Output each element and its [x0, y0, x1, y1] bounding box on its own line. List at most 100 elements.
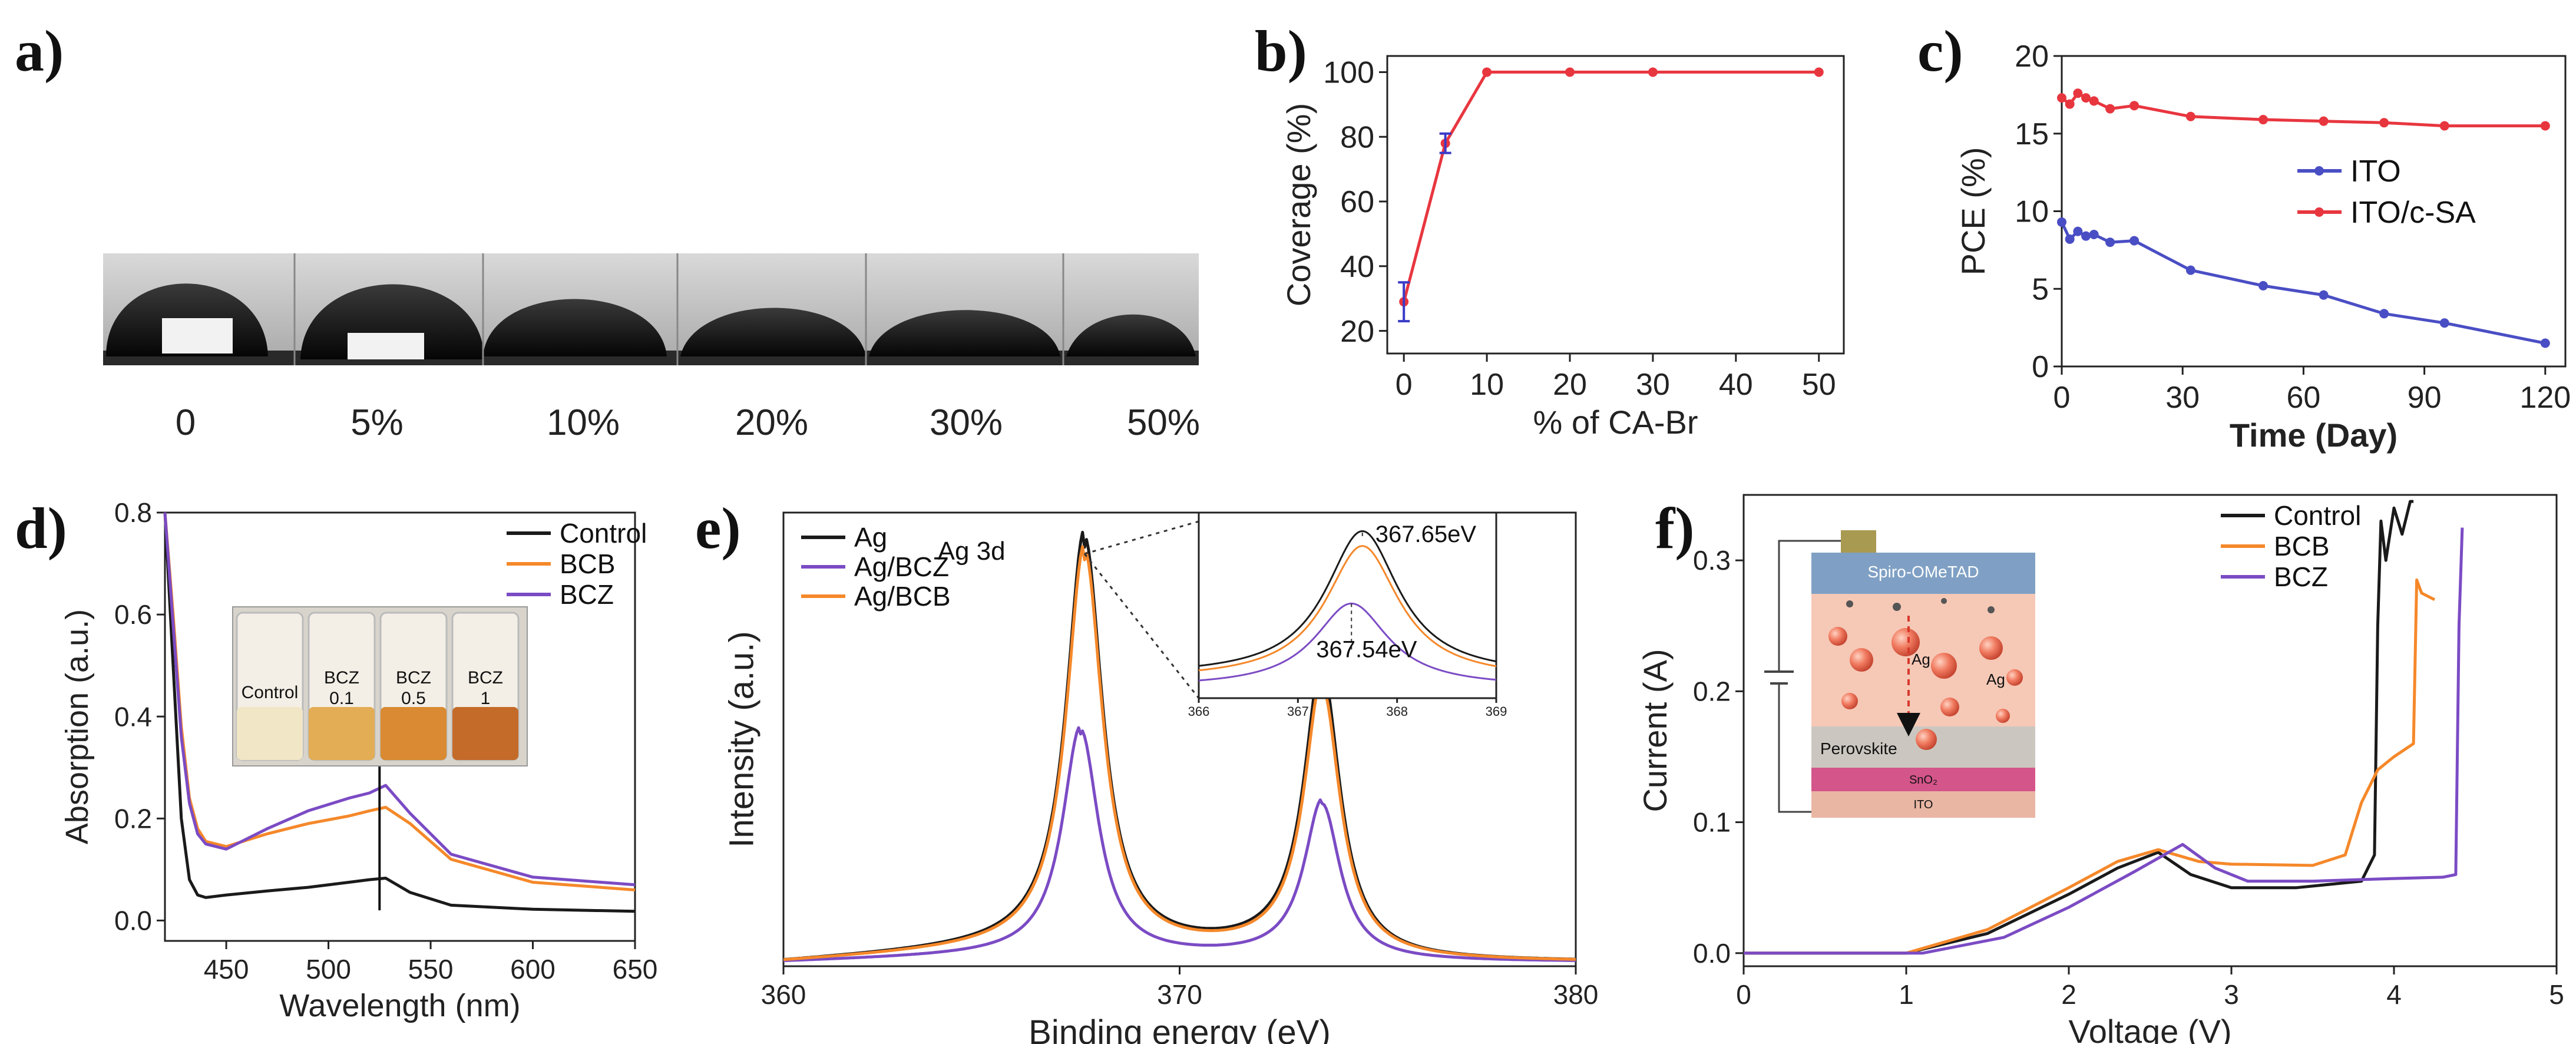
y-tick-label: 10 — [2015, 195, 2049, 229]
y-tick-label: 0.6 — [114, 599, 152, 630]
schematic-label-ito: ITO — [1914, 798, 1933, 811]
legend-label: BCB — [2274, 531, 2330, 561]
legend-label: Ag/BCZ — [854, 551, 949, 582]
y-axis-label: Current (A) — [1636, 649, 1674, 812]
data-point — [2379, 309, 2389, 319]
x-tick-label: 0 — [1736, 979, 1751, 1010]
chart-xps: 360 370 380 Binding energy (eV) Intensity (a… — [722, 511, 1598, 1044]
x-axis-label: Binding energy (eV) — [1029, 1013, 1331, 1044]
data-point — [2540, 338, 2550, 348]
x-tick-label: 120 — [2519, 381, 2571, 415]
data-point — [2057, 93, 2066, 103]
x-tick-label: 2 — [2061, 979, 2076, 1010]
inset-connector — [1084, 520, 1199, 555]
x-tick-label: 0 — [1396, 368, 1413, 402]
chart-coverage: 0 10 20 30 40 50 20 40 60 80 100 % of CA-Br Coverage… — [1280, 55, 1845, 441]
vial-label-bcz-1-conc: 1 — [481, 689, 491, 708]
x-tick-label: 3 — [2224, 979, 2239, 1010]
y-tick-label: 0.3 — [1693, 545, 1731, 576]
schematic-label-ag-1: Ag — [1912, 650, 1930, 668]
y-tick-label: 40 — [1340, 250, 1374, 284]
schematic-label-perovskite: Perovskite — [1820, 739, 1897, 758]
ag-particle — [1979, 636, 2003, 660]
plot-frame — [1386, 55, 1845, 355]
legend-marker — [2314, 207, 2324, 217]
panel-label-d: d) — [15, 495, 67, 561]
x-tick-label: 90 — [2408, 381, 2442, 415]
data-point — [2540, 121, 2550, 131]
series-line-bcz — [1744, 527, 2464, 955]
droplet-30 — [869, 310, 1060, 356]
droplet-50 — [1066, 314, 1196, 356]
ag-particle — [1892, 628, 1920, 656]
vial-photo-inset: Control BCZ 0.1 BCZ 0.5 BCZ 1 — [232, 606, 528, 767]
series-line-ag-bcb — [1198, 545, 1497, 672]
panel-label-c: c) — [1917, 18, 1963, 84]
photo-label-5: 5% — [350, 402, 404, 443]
series-line-bcb — [1744, 578, 2436, 955]
data-point — [2258, 115, 2268, 125]
data-point — [2129, 101, 2139, 111]
series-line-ag-bcz — [783, 726, 1576, 962]
y-tick-label: 0.0 — [1693, 938, 1731, 969]
x-tick-label: 40 — [1719, 368, 1753, 402]
y-axis-label: PCE (%) — [1955, 147, 1992, 276]
y-tick-label: 20 — [1340, 315, 1374, 349]
chart-absorption: 450 500 550 600 650 0.0 0.2 0.4 0.6 0.8 Wavelength… — [59, 497, 657, 1023]
x-tick-label: 0 — [2053, 381, 2071, 415]
x-tick-label: 60 — [2286, 381, 2320, 415]
y-tick-label: 0.0 — [114, 905, 152, 936]
schematic-label-spiro: Spiro-OMeTAD — [1867, 563, 1979, 581]
y-tick-label: 60 — [1340, 185, 1374, 219]
legend-label: BCB — [560, 549, 616, 579]
device-schematic-inset: Spiro-OMeTAD Perovskite SnO₂ ITO Ag Ag — [1764, 530, 2035, 818]
x-tick-label: 650 — [613, 954, 658, 984]
ag-particle — [1996, 709, 2010, 723]
data-point — [2065, 234, 2075, 244]
y-tick-label: 0.2 — [114, 803, 152, 834]
droplet-10 — [483, 299, 667, 356]
ag-particle — [1850, 648, 1873, 672]
data-point — [2105, 237, 2115, 247]
data-point — [2065, 99, 2075, 109]
data-point — [2185, 111, 2195, 121]
panel-label-b: b) — [1255, 18, 1307, 84]
y-tick-label: 15 — [2015, 117, 2049, 151]
x-axis-label: % of CA-Br — [1533, 404, 1698, 441]
series-line-control — [163, 512, 636, 913]
y-tick-label: 80 — [1340, 120, 1374, 154]
y-axis-label: Coverage (%) — [1280, 103, 1317, 306]
series-line-ag-bcb — [783, 545, 1576, 962]
y-tick-label: 20 — [2015, 39, 2049, 74]
data-point — [2081, 93, 2091, 103]
x-tick-label: 10 — [1470, 368, 1504, 402]
photo-label-50: 50% — [1127, 402, 1200, 443]
data-point — [2439, 121, 2449, 131]
x-tick-label: 370 — [1157, 979, 1202, 1010]
contact-angle-photo-strip: 0 5% 10% 20% 30% 50% — [103, 253, 1200, 443]
x-tick-label: 600 — [510, 954, 555, 984]
panel-label-e: e) — [695, 495, 741, 561]
data-point — [2081, 231, 2091, 241]
x-tick-label: 550 — [408, 954, 454, 984]
data-point — [2129, 236, 2139, 246]
ag-particle — [2006, 669, 2023, 686]
inset-connector — [1083, 553, 1200, 699]
series-line-bcz — [163, 512, 636, 887]
data-point — [2057, 217, 2066, 227]
y-tick-label: 100 — [1323, 56, 1374, 90]
data-point — [1648, 67, 1658, 77]
data-point — [2258, 280, 2268, 290]
x-tick-label: 368 — [1386, 704, 1408, 719]
y-tick-label: 0.4 — [114, 701, 152, 732]
ag-particle — [1916, 729, 1937, 750]
x-tick-label: 366 — [1188, 704, 1210, 719]
x-tick-label: 369 — [1486, 704, 1507, 719]
legend-label: ITO/c-SA — [2350, 196, 2476, 230]
data-point — [2379, 118, 2389, 128]
x-tick-label: 450 — [204, 954, 249, 984]
droplet-5 — [300, 284, 484, 359]
vial-label-control: Control — [242, 683, 299, 702]
photo-label-30: 30% — [930, 402, 1003, 443]
vial-label-bcz-1: BCZ — [468, 668, 503, 688]
